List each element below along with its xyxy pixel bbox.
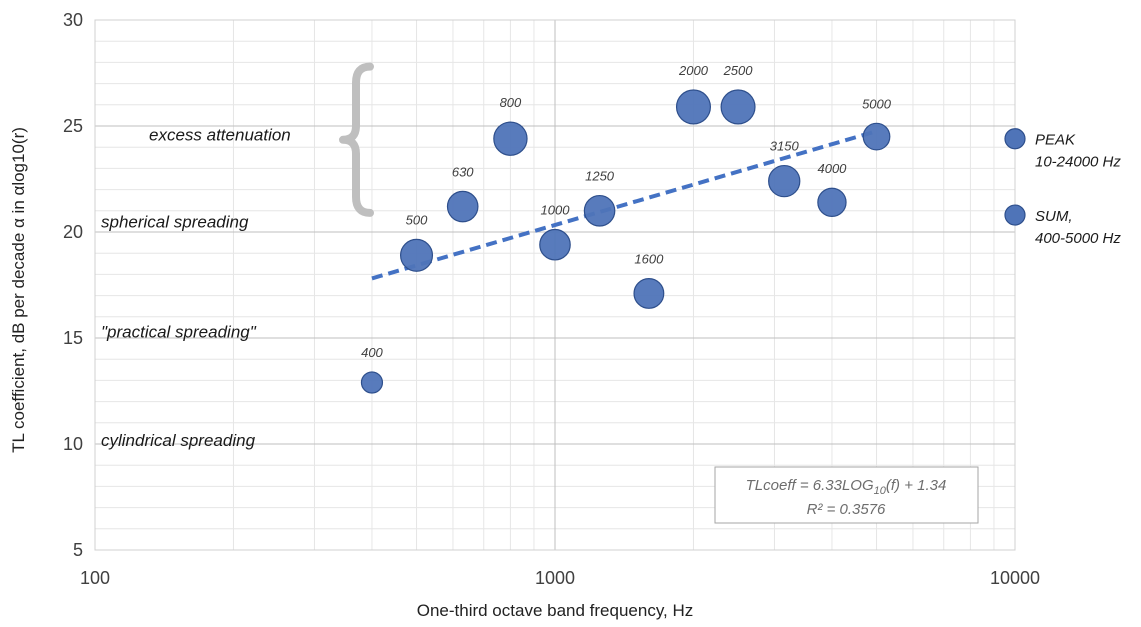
side-point-label: SUM,: [1035, 208, 1073, 225]
data-label: 2000: [678, 63, 709, 78]
x-tick-label: 1000: [535, 568, 575, 588]
y-tick-label: 30: [63, 10, 83, 30]
side-points: PEAK 10-24000 Hz SUM, 400-5000 Hz: [1004, 128, 1121, 247]
data-label: 5000: [862, 96, 892, 111]
x-tick-label: 100: [80, 568, 110, 588]
data-label: 1250: [585, 169, 615, 184]
data-bubble: [768, 164, 801, 198]
y-tick-label: 5: [73, 540, 83, 560]
data-label: 1000: [541, 203, 571, 218]
data-bubble: [493, 121, 528, 156]
side-point-marker: [1004, 128, 1026, 150]
data-bubble: [633, 278, 665, 309]
data-label: 1600: [634, 252, 664, 267]
plot-area-frame: [94, 19, 1016, 551]
data-label: 500: [406, 212, 428, 227]
excess-attenuation-brace: [339, 62, 374, 217]
side-point-sublabel: 10-24000 Hz: [1035, 154, 1121, 171]
equation-main: TLcoeff = 6.33LOG: [746, 477, 874, 494]
y-tick-label: 20: [63, 222, 83, 242]
data-label: 2500: [723, 63, 754, 78]
data-bubble: [400, 238, 434, 272]
annotation-label: spherical spreading: [101, 212, 249, 231]
data-label: 800: [500, 95, 522, 110]
y-tick-labels: 5 10 15 20 25 30: [63, 10, 83, 560]
data-bubble: [539, 228, 571, 261]
trendline-equation: TLcoeff = 6.33LOG10(f) + 1.34: [746, 477, 947, 497]
region-annotations: excess attenuation spherical spreading "pr…: [101, 125, 291, 449]
x-tick-label: 10000: [990, 568, 1040, 588]
y-axis-label: TL coefficient, dB per decade α in αlog1…: [9, 127, 28, 453]
side-point-label: PEAK: [1035, 132, 1076, 149]
bubble-labels: 400 500 630 800 1000 1250 1600 2000 2500 3150 4000…: [361, 63, 892, 360]
y-tick-label: 25: [63, 116, 83, 136]
data-label: 3150: [770, 139, 800, 154]
side-point-marker: [1004, 204, 1026, 226]
equation-tail: (f) + 1.34: [886, 477, 946, 494]
data-bubble: [360, 371, 384, 394]
data-bubble: [862, 122, 891, 151]
data-bubble: [720, 89, 756, 125]
data-bubbles: [360, 89, 891, 394]
trend-line: [371, 129, 878, 281]
x-tick-labels: 100 1000 10000: [80, 568, 1040, 588]
annotation-label: cylindrical spreading: [101, 431, 256, 450]
y-tick-label: 15: [63, 328, 83, 348]
data-bubble: [446, 190, 479, 223]
side-point-sublabel: 400-5000 Hz: [1035, 230, 1121, 247]
data-label: 4000: [817, 161, 847, 176]
equation-subscript: 10: [874, 485, 887, 497]
equation-box: TLcoeff = 6.33LOG10(f) + 1.34 R² = 0.357…: [714, 466, 979, 524]
y-tick-label: 10: [63, 434, 83, 454]
data-bubble: [675, 89, 712, 125]
data-label: 400: [361, 345, 383, 360]
annotation-label: "practical spreading": [101, 323, 257, 342]
equation-box-frame: [714, 466, 979, 524]
x-axis-label: One-third octave band frequency, Hz: [417, 601, 694, 620]
r-squared-value: R² = 0.3576: [807, 501, 886, 518]
data-bubble: [583, 194, 616, 227]
data-label: 630: [452, 164, 474, 179]
data-bubble: [817, 187, 847, 218]
annotation-label: excess attenuation: [149, 125, 291, 144]
